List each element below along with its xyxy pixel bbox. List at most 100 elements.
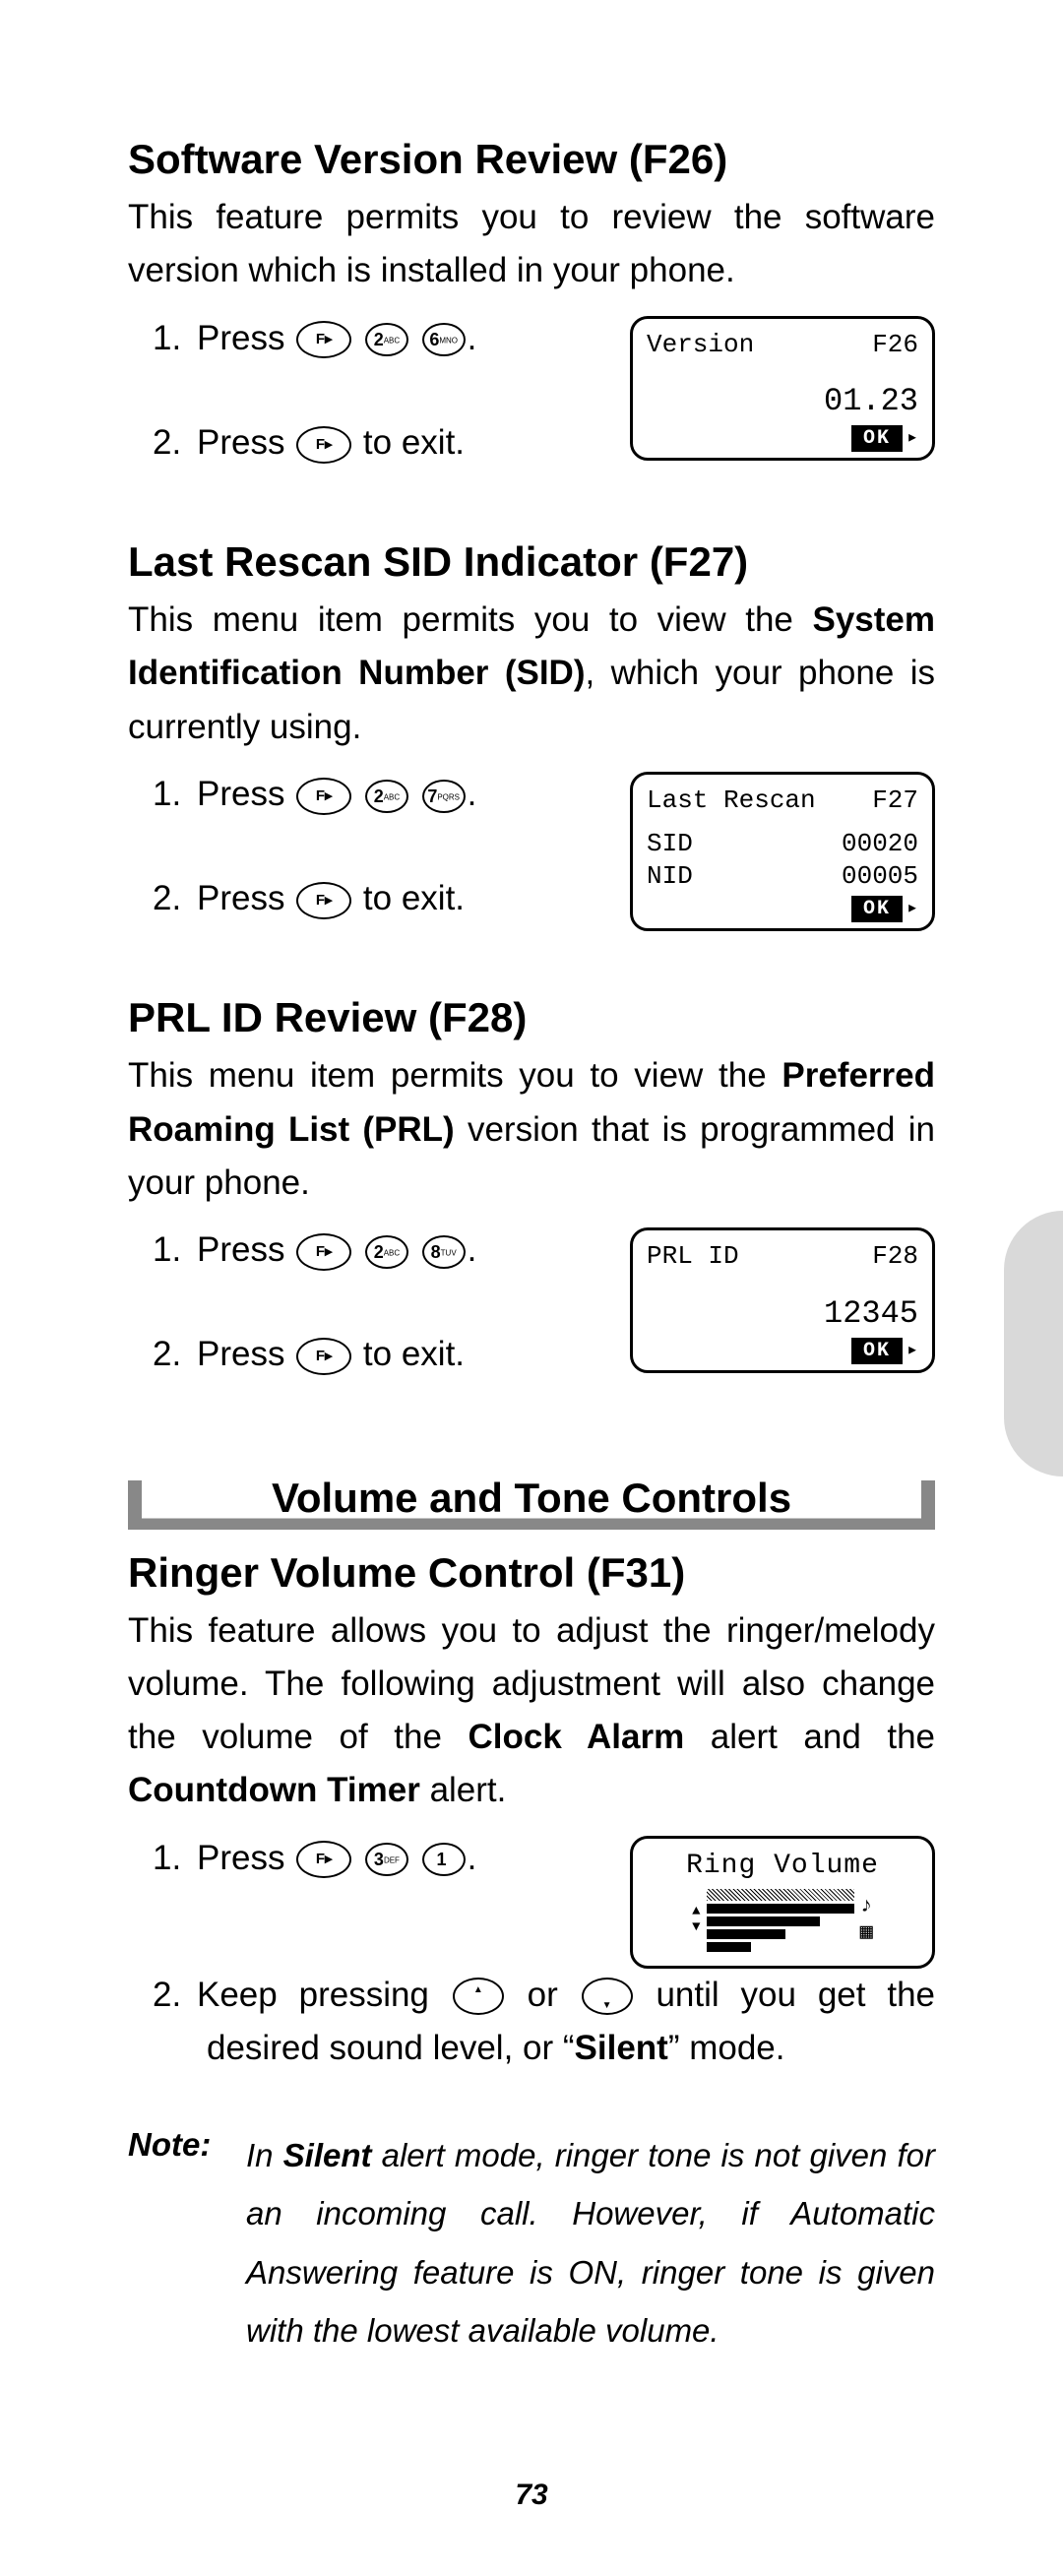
key-1-icon: 1: [422, 1843, 466, 1876]
step-press: Press: [197, 423, 294, 462]
key-down-icon: [582, 1978, 633, 2015]
body-text: This menu item permits you to view the: [128, 600, 812, 639]
step-press: Press: [197, 1335, 294, 1373]
right-arrow-icon: ▸: [907, 426, 918, 451]
key-f-icon: [296, 1841, 351, 1878]
step-num: 2.: [153, 416, 197, 470]
body-f31: This feature allows you to adjust the ri…: [128, 1604, 935, 1818]
body-f28: This menu item permits you to view the P…: [128, 1049, 935, 1210]
screen-title-left: Last Rescan: [647, 785, 816, 817]
f28-step1: 1.Press 2ABC 8TUV.: [207, 1224, 612, 1277]
step-suffix: .: [468, 1230, 477, 1269]
f31-step1: 1.Press 3DEF 1 .: [207, 1832, 612, 1885]
key-up-icon: [453, 1978, 504, 2015]
screen-sid-label: SID: [647, 828, 693, 860]
f26-step1: 1.Press 2ABC 6MNO.: [207, 312, 612, 365]
screen-value: 12345: [647, 1294, 918, 1334]
step-suffix: .: [468, 1839, 477, 1877]
step-suffix: .: [468, 775, 477, 813]
step-num: 1.: [153, 1224, 197, 1277]
key-f-icon: [296, 321, 351, 358]
key-2abc-icon: 2ABC: [365, 780, 408, 813]
step-num: 1.: [153, 768, 197, 821]
f28-row: 1.Press 2ABC 8TUV. 2.Press to exit. PRL …: [128, 1224, 935, 1433]
note-f31: Note: In Silent alert mode, ringer tone …: [128, 2126, 935, 2360]
f26-row: 1.Press 2ABC 6MNO. 2.Press to exit. Vers…: [128, 312, 935, 522]
ok-softkey: OK: [851, 896, 903, 922]
step-text: Keep pressing: [197, 1976, 451, 2014]
volume-arrows-icon: ▲▼: [692, 1905, 700, 1935]
screen-title: Ring Volume: [647, 1849, 918, 1883]
step-press: Press: [197, 319, 294, 357]
screen-nid-label: NID: [647, 860, 693, 893]
step-press: Press: [197, 1230, 294, 1269]
key-f-icon: [296, 1338, 351, 1375]
key-f-icon: [296, 882, 351, 919]
volume-mode-icons: ♪▦: [860, 1894, 873, 1946]
f31-step2: 2.Keep pressing or until you get the des…: [207, 1969, 935, 2076]
manual-page: Software Version Review (F26) This featu…: [0, 0, 1063, 2576]
heading-f26: Software Version Review (F26): [128, 136, 935, 183]
key-2abc-icon: 2ABC: [365, 323, 408, 356]
screen-nid-value: 00005: [842, 860, 918, 893]
key-7pqrs-icon: 7PQRS: [422, 780, 466, 813]
key-3def-icon: 3DEF: [365, 1843, 408, 1876]
step-suffix: to exit.: [353, 879, 465, 917]
step-text: or: [506, 1976, 580, 2014]
screen-f27: Last Rescan F27 SID 00020 NID 00005 OK ▸: [630, 772, 935, 932]
screen-f31: Ring Volume ▲▼ ♪▦: [630, 1836, 935, 1969]
screen-title-left: PRL ID: [647, 1240, 739, 1273]
step-suffix: to exit.: [353, 423, 465, 462]
step-suffix: .: [468, 319, 477, 357]
screen-title-left: Version: [647, 329, 754, 361]
screen-sid-value: 00020: [842, 828, 918, 860]
key-f-icon: [296, 1233, 351, 1271]
f28-step2: 2.Press to exit.: [207, 1328, 612, 1381]
body-bold: Clock Alarm: [468, 1718, 684, 1756]
step-press: Press: [197, 775, 294, 813]
right-arrow-icon: ▸: [907, 897, 918, 921]
right-arrow-icon: ▸: [907, 1339, 918, 1363]
step-num: 1.: [153, 1832, 197, 1885]
f26-step2: 2.Press to exit.: [207, 416, 612, 470]
body-text: This menu item permits you to view the: [128, 1056, 782, 1095]
ok-softkey: OK: [851, 1338, 903, 1364]
step-num: 2.: [153, 1328, 197, 1381]
note-text: In Silent alert mode, ringer tone is not…: [246, 2126, 935, 2360]
step-suffix: to exit.: [353, 1335, 465, 1373]
note-label: Note:: [128, 2126, 246, 2360]
screen-value: 01.23: [647, 382, 918, 421]
screen-title-right: F26: [872, 329, 918, 361]
key-8tuv-icon: 8TUV: [422, 1235, 466, 1269]
note-span: In: [246, 2137, 283, 2173]
body-bold: Countdown Timer: [128, 1771, 420, 1809]
step-text: ” mode.: [668, 2029, 785, 2067]
f27-step1: 1.Press 2ABC 7PQRS.: [207, 768, 612, 821]
page-number: 73: [128, 2479, 935, 2512]
banner-notch-right: [921, 1480, 935, 1520]
key-f-icon: [296, 426, 351, 464]
step-press: Press: [197, 1839, 294, 1877]
key-f-icon: [296, 778, 351, 815]
f27-row: 1.Press 2ABC 7PQRS. 2.Press to exit. Las…: [128, 768, 935, 977]
body-text: alert and the: [684, 1718, 935, 1756]
f31-row: 1.Press 3DEF 1 . Ring Volume ▲▼ ♪▦: [128, 1832, 935, 1969]
step-bold: Silent: [575, 2029, 668, 2067]
screen-f28: PRL ID F28 12345 OK ▸: [630, 1227, 935, 1373]
key-6mno-icon: 6MNO: [422, 323, 466, 356]
step-press: Press: [197, 879, 294, 917]
step-num: 2.: [153, 872, 197, 925]
step-num: 1.: [153, 312, 197, 365]
body-text: alert.: [420, 1771, 507, 1809]
section-banner: Volume and Tone Controls: [128, 1473, 935, 1530]
side-tab: [1004, 1211, 1063, 1476]
step-num: 2.: [153, 1969, 197, 2022]
heading-f27: Last Rescan SID Indicator (F27): [128, 538, 935, 586]
note-bold: Silent: [283, 2137, 372, 2173]
banner-notch-left: [128, 1480, 142, 1520]
banner-title: Volume and Tone Controls: [128, 1475, 935, 1522]
screen-title-right: F27: [872, 785, 918, 817]
volume-bars-icon: [707, 1889, 854, 1952]
body-f26: This feature permits you to review the s…: [128, 191, 935, 298]
heading-f28: PRL ID Review (F28): [128, 994, 935, 1041]
